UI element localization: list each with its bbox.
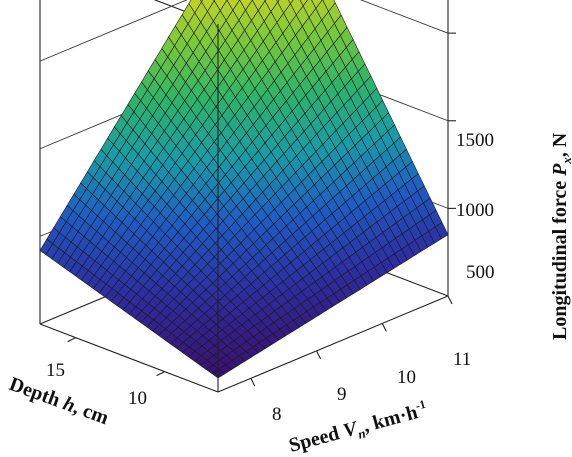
x-tick-label: 10 bbox=[397, 367, 416, 388]
x-tick-mark bbox=[447, 295, 453, 305]
z-axis-title: Longitudinal force Px, N bbox=[549, 132, 572, 340]
x-axis-title-subscript: n bbox=[356, 425, 367, 441]
y-axis-title-suffix: , cm bbox=[71, 396, 112, 429]
back-wall-gridline bbox=[39, 0, 188, 62]
surface-cell bbox=[299, 0, 308, 7]
z-axis-title-prefix: Longitudinal force bbox=[549, 176, 571, 340]
y-tick-label: 15 bbox=[46, 360, 65, 381]
y-axis-title: Depth h, cm bbox=[6, 373, 111, 429]
z-tick-label: 1000 bbox=[456, 200, 494, 221]
z-tick-label: 1500 bbox=[456, 130, 494, 151]
surface-cell bbox=[288, 0, 294, 5]
x-tick-mark bbox=[381, 323, 387, 332]
z-axis-title-suffix: , N bbox=[549, 132, 571, 157]
x-axis-ticks: 8 9 10 11 bbox=[272, 349, 471, 425]
x-axis-title: Speed Vn, km·h-1 bbox=[286, 397, 430, 457]
z-axis-title-subscript: x bbox=[559, 157, 572, 165]
x-tick-label: 9 bbox=[337, 384, 347, 405]
front-floor-edge bbox=[217, 295, 449, 393]
x-axis-title-suffix: , km·h bbox=[361, 401, 420, 437]
x-tick-label: 11 bbox=[453, 349, 471, 370]
front-floor-edge bbox=[39, 323, 219, 393]
z-axis-ticks: 500 1000 1500 bbox=[456, 130, 495, 283]
x-tick-label: 8 bbox=[272, 404, 282, 425]
x-axis-title-prefix: Speed bbox=[287, 421, 347, 457]
front-frame bbox=[39, 24, 456, 393]
y-tick-label: 10 bbox=[128, 388, 147, 409]
y-axis-ticks: 15 10 bbox=[46, 360, 147, 409]
x-axis-title-superscript: -1 bbox=[414, 397, 427, 413]
z-axis-title-symbol: P bbox=[549, 163, 571, 177]
force-surface bbox=[39, 0, 449, 379]
x-tick-mark bbox=[250, 378, 256, 387]
x-tick-mark bbox=[316, 350, 322, 360]
y-tick-mark bbox=[67, 337, 76, 343]
z-tick-label: 500 bbox=[466, 262, 495, 283]
y-tick-mark bbox=[156, 371, 165, 377]
back-wall-gridline bbox=[359, 0, 449, 34]
